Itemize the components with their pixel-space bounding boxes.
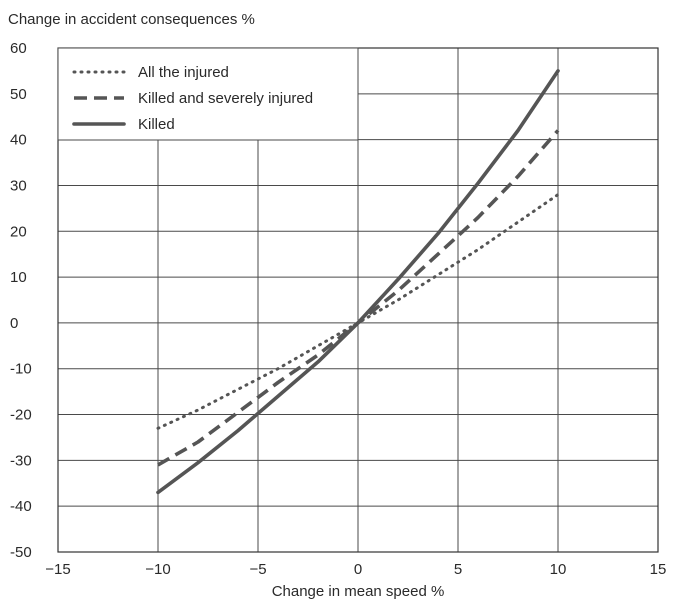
- y-tick-label: -10: [10, 361, 32, 378]
- series-layer: [156, 69, 560, 495]
- y-tick-label: 60: [10, 40, 27, 57]
- x-tick-label: −15: [45, 561, 70, 578]
- y-tick-label: 10: [10, 269, 27, 286]
- y-tick-label: -30: [10, 452, 32, 469]
- y-axis-title: Change in accident consequences %: [8, 11, 255, 28]
- legend-label: Killed: [138, 116, 175, 133]
- x-tick-labels: −15 −10 −5 0 5 10 15: [45, 561, 666, 578]
- legend-label: Killed and severely injured: [138, 90, 313, 107]
- x-tick-label: −5: [249, 561, 266, 578]
- x-tick-label: −10: [145, 561, 170, 578]
- y-tick-label: 30: [10, 177, 27, 194]
- series-line-solid: [156, 69, 560, 495]
- y-tick-label: -50: [10, 544, 32, 561]
- y-tick-label: 0: [10, 315, 18, 332]
- y-tick-label: -20: [10, 407, 32, 424]
- y-tick-label: 50: [10, 86, 27, 103]
- y-tick-label: -40: [10, 498, 32, 515]
- y-tick-label: 20: [10, 223, 27, 240]
- x-axis-title: Change in mean speed %: [272, 583, 445, 600]
- y-tick-label: 40: [10, 132, 27, 149]
- y-tick-labels: -50 -40 -30 -20 -10 0 10 20 30 40 50 60: [10, 40, 32, 561]
- x-tick-label: 10: [550, 561, 567, 578]
- x-tick-label: 5: [454, 561, 462, 578]
- x-tick-label: 0: [354, 561, 362, 578]
- legend-label: All the injured: [138, 64, 229, 81]
- x-tick-label: 15: [650, 561, 667, 578]
- legend: All the injured Killed and severely injur…: [57, 47, 359, 141]
